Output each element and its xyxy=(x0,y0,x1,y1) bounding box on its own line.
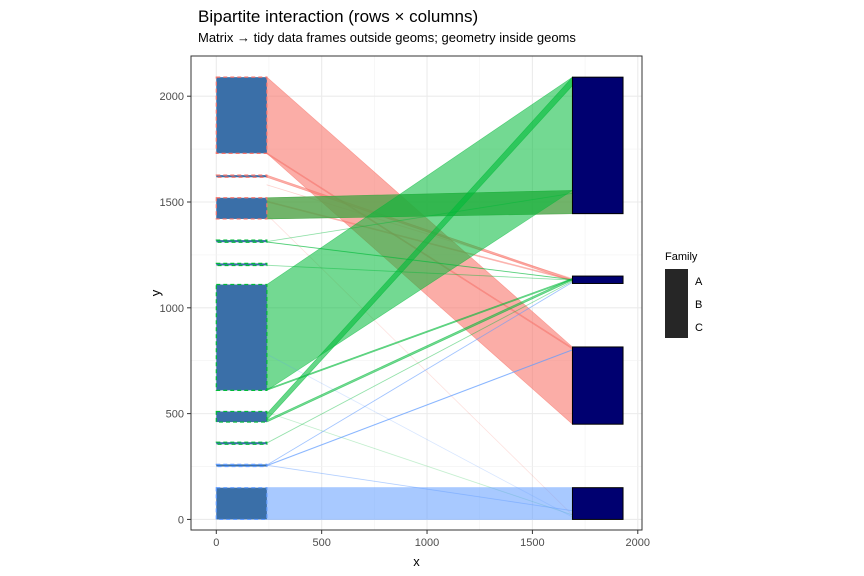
legend-label: B xyxy=(695,299,702,311)
legend-key xyxy=(665,315,688,338)
legend-key xyxy=(665,292,688,315)
link-layer xyxy=(266,76,573,520)
chart-subtitle: Matrix → tidy data frames outside geoms;… xyxy=(198,30,576,45)
x-axis-label: x xyxy=(413,554,420,569)
y-tick-label: 1000 xyxy=(160,303,184,315)
row-node xyxy=(215,283,268,391)
x-tick-label: 1000 xyxy=(415,537,439,549)
column-node-layer xyxy=(571,76,624,520)
y-tick-label: 2000 xyxy=(160,91,184,103)
x-tick-label: 2000 xyxy=(626,537,650,549)
legend-key xyxy=(665,269,688,292)
column-node xyxy=(571,346,624,425)
x-axis-ticks: 0 500 1000 1500 2000 xyxy=(213,530,650,549)
row-node xyxy=(215,262,268,267)
row-node xyxy=(215,463,268,468)
x-tick-label: 500 xyxy=(312,537,330,549)
x-tick-label: 0 xyxy=(213,537,219,549)
column-node xyxy=(571,76,624,215)
row-node xyxy=(215,441,268,445)
column-node xyxy=(571,487,624,520)
row-node xyxy=(215,239,268,243)
row-node xyxy=(215,174,268,178)
y-tick-label: 500 xyxy=(166,409,184,421)
row-node-layer xyxy=(215,76,268,521)
legend-label: C xyxy=(695,322,703,334)
plot-panel-border xyxy=(190,55,643,531)
legend-title: Family xyxy=(665,251,698,263)
x-tick-label: 1500 xyxy=(520,537,544,549)
column-node xyxy=(571,275,624,284)
row-node xyxy=(215,76,268,154)
legend: Family ABC xyxy=(665,251,703,338)
row-node xyxy=(215,410,268,423)
y-tick-label: 0 xyxy=(178,514,184,526)
y-axis-label: y xyxy=(148,289,163,296)
y-axis-ticks: 0 500 1000 1500 2000 xyxy=(160,91,191,526)
y-tick-label: 1500 xyxy=(160,197,184,209)
row-node xyxy=(215,487,268,521)
legend-label: A xyxy=(695,276,703,288)
chart-title: Bipartite interaction (rows × columns) xyxy=(198,7,478,26)
row-node xyxy=(215,197,268,220)
